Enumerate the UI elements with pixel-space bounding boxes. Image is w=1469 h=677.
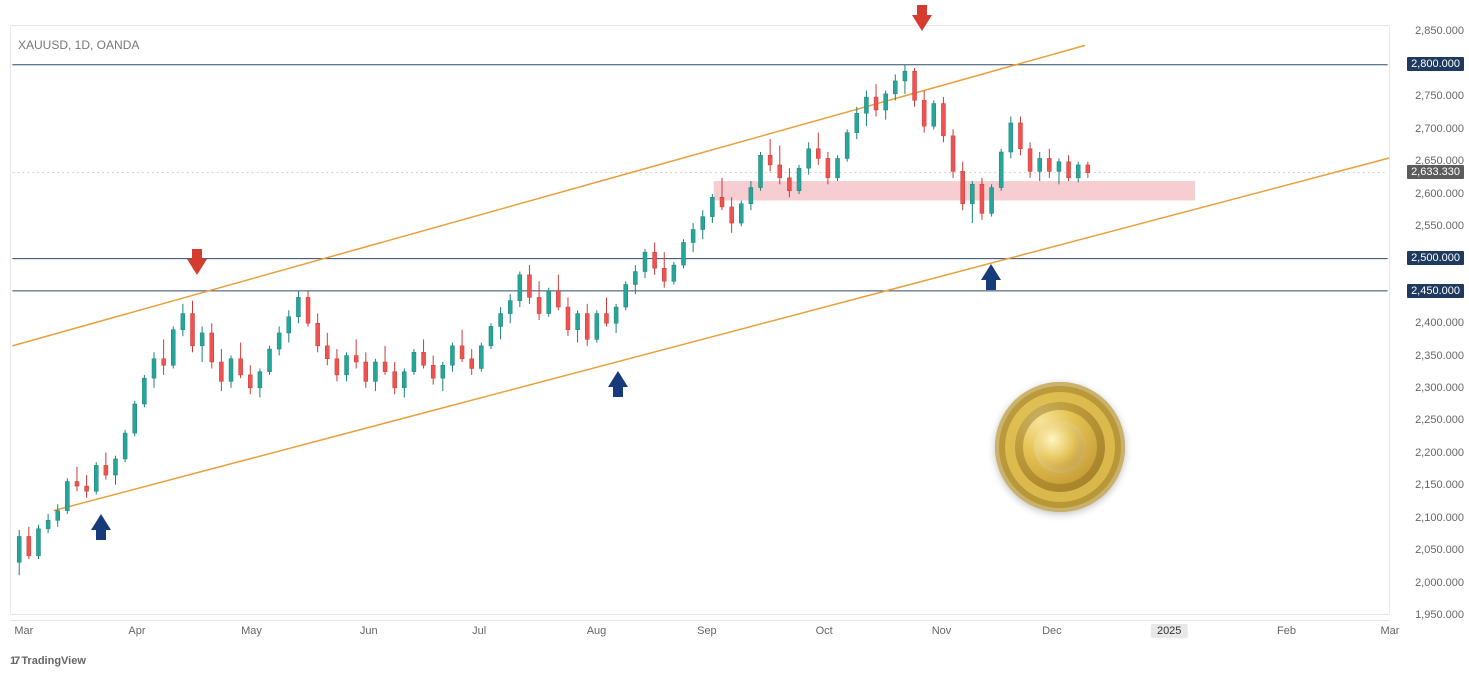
time-tick: Apr (128, 625, 145, 637)
current-price-label: 2,633.330 (1407, 166, 1464, 178)
time-tick: May (241, 625, 262, 637)
arrow-up-icon (608, 371, 628, 387)
time-tick: Jun (360, 625, 378, 637)
price-tick: 2,500.000 (1407, 252, 1464, 264)
price-tick: 2,100.000 (1415, 512, 1464, 524)
price-tick: 2,550.000 (1415, 220, 1464, 232)
time-tick: Dec (1042, 625, 1062, 637)
attribution-logo: 17 TradingView (10, 655, 86, 667)
price-tick: 1,950.000 (1415, 609, 1464, 621)
symbol-title: XAUUSD, 1D, OANDA (18, 38, 139, 52)
time-axis[interactable]: MarAprMayJunJulAugSepOctNovDec2025FebMar (10, 620, 1390, 641)
price-tick: 2,600.000 (1415, 188, 1464, 200)
arrow-down-icon (912, 15, 932, 31)
chart-svg (11, 26, 1389, 614)
price-tick: 2,350.000 (1415, 350, 1464, 362)
time-tick: Nov (932, 625, 952, 637)
time-tick: Sep (697, 625, 717, 637)
price-tick: 2,750.000 (1415, 90, 1464, 102)
price-tick: 2,200.000 (1415, 447, 1464, 459)
price-tick: 2,000.000 (1415, 577, 1464, 589)
price-tick: 2,700.000 (1415, 123, 1464, 135)
arrow-down-icon (187, 259, 207, 275)
time-tick: Feb (1277, 625, 1296, 637)
price-tick: 2,050.000 (1415, 544, 1464, 556)
time-tick: Aug (587, 625, 607, 637)
arrow-up-icon (91, 514, 111, 530)
price-tick: 2,800.000 (1407, 58, 1464, 70)
price-tick: 2,450.000 (1407, 285, 1464, 297)
price-tick: 2,150.000 (1415, 479, 1464, 491)
chart-plot-area[interactable] (10, 25, 1390, 615)
time-tick: Mar (1381, 625, 1400, 637)
price-tick: 2,400.000 (1415, 317, 1464, 329)
time-tick: 2025 (1151, 625, 1187, 637)
time-tick: Mar (14, 625, 33, 637)
chart-container: XAUUSD, 1D, OANDA 2,850.000 2,800.000 2,75… (0, 0, 1469, 677)
price-tick: 2,300.000 (1415, 382, 1464, 394)
arrow-up-icon (981, 264, 1001, 280)
price-tick: 2,250.000 (1415, 414, 1464, 426)
gold-coin-icon (995, 382, 1125, 512)
time-tick: Oct (816, 625, 833, 637)
price-tick: 2,850.000 (1415, 25, 1464, 37)
price-axis[interactable]: 2,850.0002,800.0002,750.0002,700.0002,65… (1394, 25, 1464, 615)
time-tick: Jul (472, 625, 486, 637)
